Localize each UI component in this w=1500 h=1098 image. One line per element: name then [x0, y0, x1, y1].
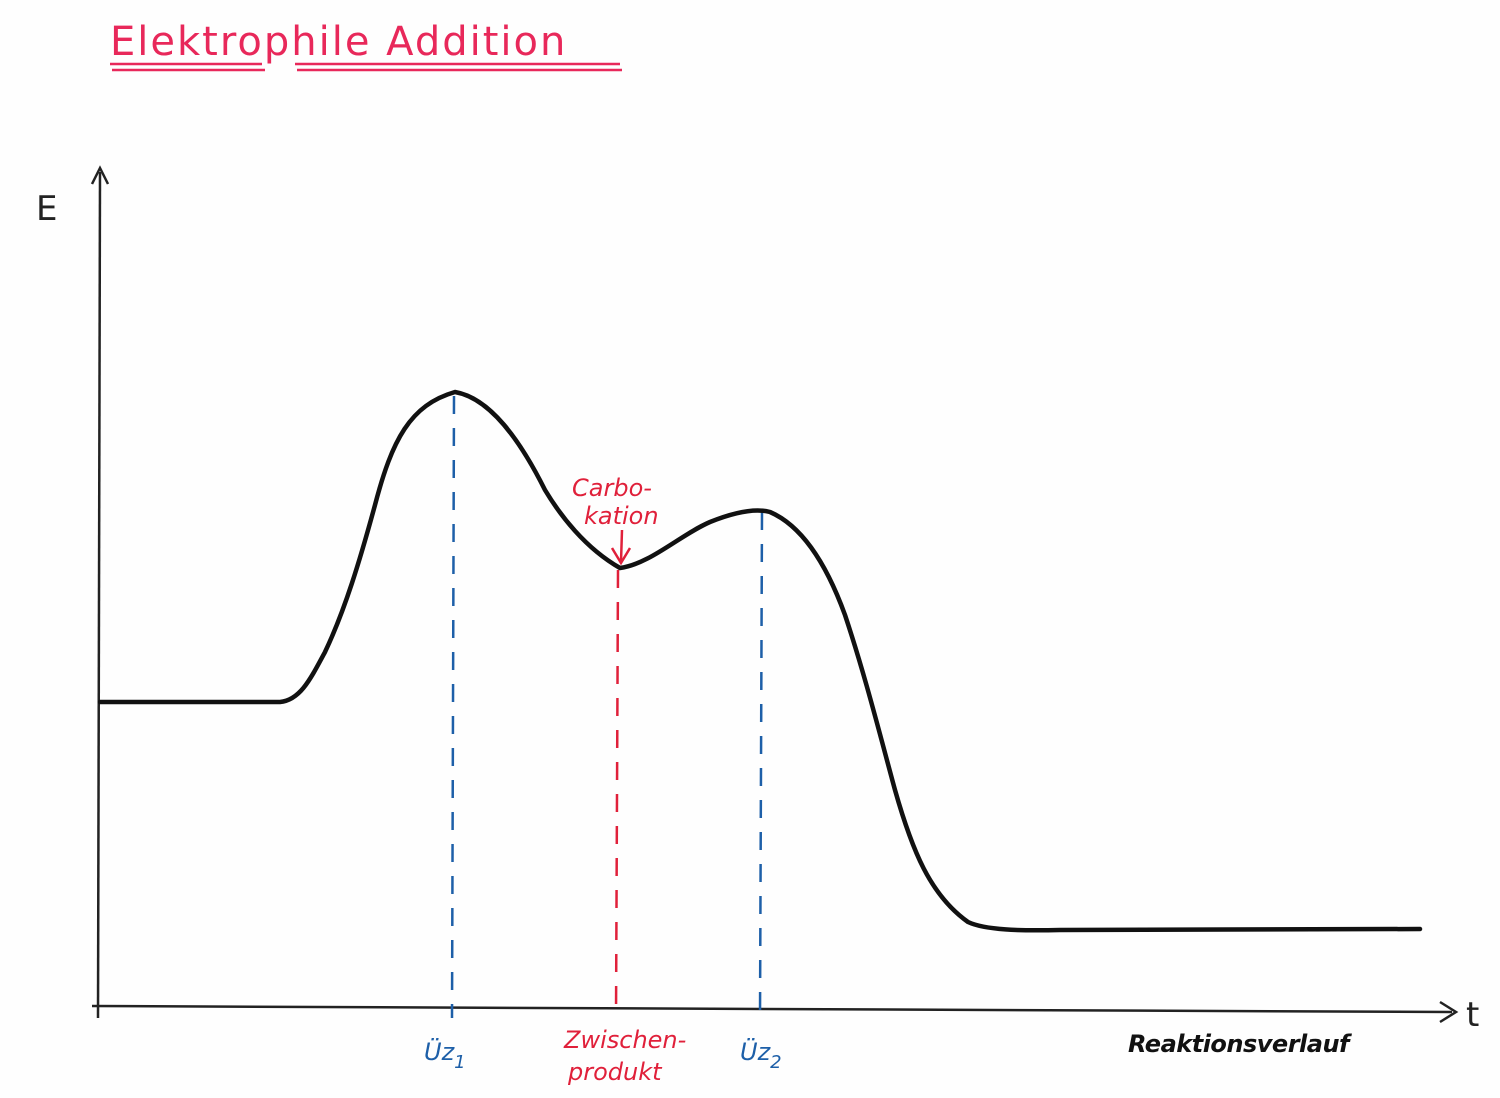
y-axis-label: E — [36, 189, 57, 229]
carbokation-arrow-head — [610, 547, 632, 566]
x-axis-label: t — [1466, 995, 1479, 1035]
intermediate-label-line1: Zwischen- — [563, 1026, 686, 1054]
intermediate-label-line2: produkt — [567, 1058, 663, 1086]
intermediate-line — [614, 569, 620, 1019]
transition-state-1-label: Üz1 — [424, 1037, 466, 1073]
y-axis-arrow — [90, 165, 110, 185]
x-axis-arrow — [1439, 1000, 1459, 1024]
carbokation-label-line1: Carbo- — [572, 474, 652, 502]
carbokation-label-line2: kation — [584, 502, 659, 530]
x-axis — [91, 1004, 1453, 1014]
transition-state-2-line — [758, 511, 764, 1019]
transition-state-2-label: Üz2 — [740, 1037, 782, 1073]
x-axis-caption: Reaktionsverlauf — [1128, 1030, 1352, 1058]
carbokation-arrow — [619, 529, 624, 563]
diagram-title: Elektrophile Addition — [110, 19, 567, 65]
y-axis — [96, 171, 102, 1019]
transition-state-1-line — [450, 395, 456, 1019]
energy-curve — [97, 389, 1423, 933]
